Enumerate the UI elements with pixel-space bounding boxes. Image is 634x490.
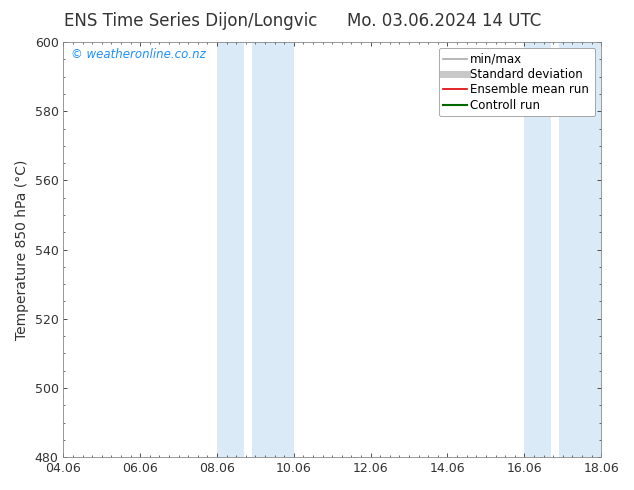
Bar [252,42,294,457]
Bar [524,42,551,457]
Bar [559,42,601,457]
Text: © weatheronline.co.nz: © weatheronline.co.nz [72,49,206,61]
Y-axis label: Temperature 850 hPa (°C): Temperature 850 hPa (°C) [15,159,29,340]
Text: Mo. 03.06.2024 14 UTC: Mo. 03.06.2024 14 UTC [347,12,541,30]
Bar [217,42,244,457]
Text: ENS Time Series Dijon/Longvic: ENS Time Series Dijon/Longvic [63,12,317,30]
Legend: min/max, Standard deviation, Ensemble mean run, Controll run: min/max, Standard deviation, Ensemble me… [439,48,595,117]
